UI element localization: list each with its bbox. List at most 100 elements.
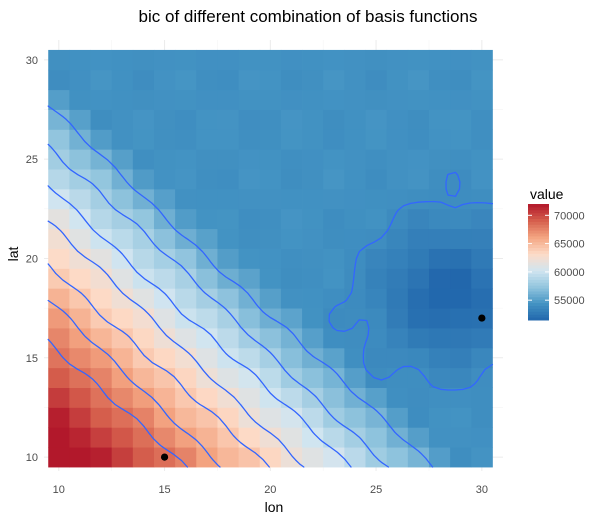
heatmap-tile — [196, 407, 218, 428]
heatmap-tile — [302, 89, 324, 110]
y-axis-title: lat — [5, 247, 21, 262]
heatmap-tile — [217, 328, 239, 349]
heatmap-tile — [69, 328, 91, 349]
heatmap-tile — [428, 149, 451, 170]
y-tick-label: 30 — [26, 55, 38, 67]
heatmap-tile — [280, 268, 303, 289]
heatmap-tile — [196, 169, 218, 190]
heatmap-tile — [48, 109, 70, 130]
heatmap-tile — [111, 447, 134, 468]
heatmap-tile — [428, 347, 451, 369]
heatmap-tile — [471, 188, 493, 210]
heatmap-tile — [196, 308, 218, 329]
legend-color-step — [528, 244, 549, 248]
heatmap-tile — [196, 228, 218, 249]
heatmap-tile — [90, 288, 113, 309]
heatmap-tile — [238, 387, 261, 408]
heatmap-tile — [111, 347, 134, 369]
heatmap-tile — [323, 129, 345, 150]
heatmap-tile — [217, 288, 239, 309]
heatmap-tile — [259, 248, 282, 269]
heatmap-tile — [175, 109, 197, 130]
heatmap-tile — [344, 407, 366, 428]
heatmap-tile — [323, 49, 345, 71]
heatmap-tile — [450, 208, 472, 230]
legend-label: 70000 — [554, 210, 585, 222]
heatmap-tile — [302, 387, 324, 408]
heatmap-tile — [217, 109, 239, 130]
heatmap-tile — [217, 49, 239, 71]
heatmap-tile — [259, 109, 282, 130]
heatmap-tile — [238, 447, 261, 468]
heatmap-tile — [48, 407, 70, 428]
heatmap-tile — [69, 427, 91, 448]
heatmap-tile — [323, 89, 345, 110]
heatmap-tile — [323, 427, 345, 448]
heatmap-tile — [323, 228, 345, 249]
heatmap-tile — [450, 347, 472, 369]
heatmap-tile — [48, 447, 70, 468]
heatmap-tile — [386, 407, 409, 428]
heatmap-tile — [302, 208, 324, 230]
legend-color-step — [528, 259, 549, 263]
legend-color-step — [528, 288, 549, 292]
heatmap-tile — [153, 347, 176, 369]
heatmap-tile — [323, 208, 345, 230]
heatmap-tile — [217, 347, 239, 369]
heatmap-tile — [217, 447, 239, 468]
heatmap-tile — [90, 69, 113, 91]
heatmap-tile — [111, 188, 134, 210]
heatmap-tile — [111, 208, 134, 230]
heatmap-tile — [365, 89, 388, 110]
legend-color-step — [528, 308, 549, 312]
heatmap-tile — [365, 407, 388, 428]
heatmap-tile — [196, 328, 218, 349]
legend-color-step — [528, 311, 549, 315]
heatmap-tile — [153, 188, 176, 210]
heatmap-tile — [302, 268, 324, 289]
heatmap-tile — [175, 149, 197, 170]
heatmap-tile — [365, 308, 388, 329]
x-axis-title: lon — [265, 499, 284, 515]
legend-color-step — [528, 227, 549, 231]
heatmap-tile — [90, 367, 113, 388]
heatmap-tile — [259, 328, 282, 349]
heatmap-tile — [450, 328, 472, 349]
heatmap-tile — [132, 208, 155, 230]
heatmap-tile — [344, 69, 366, 91]
x-tick-label: 15 — [158, 484, 170, 496]
heatmap-tile — [386, 49, 409, 71]
legend-color-step — [528, 238, 549, 243]
heatmap-tile — [302, 347, 324, 369]
heatmap-tile — [259, 149, 282, 170]
heatmap-tile — [365, 347, 388, 369]
heatmap-tile — [132, 308, 155, 329]
heatmap-tile — [428, 228, 451, 249]
heatmap-tile — [90, 49, 113, 71]
heatmap-tile — [69, 208, 91, 230]
heatmap-tile — [175, 427, 197, 448]
heatmap-tile — [217, 208, 239, 230]
legend-color-step — [528, 302, 549, 306]
legend-color-step — [528, 264, 549, 269]
heatmap-tile — [90, 109, 113, 130]
heatmap-tile — [407, 427, 430, 448]
heatmap-tile — [175, 89, 197, 110]
heatmap-tile — [450, 248, 472, 269]
heatmap-tile — [238, 169, 261, 190]
heatmap-tile — [153, 49, 176, 71]
heatmap-tile — [344, 208, 366, 230]
heatmap-tile — [196, 387, 218, 408]
heatmap-tile — [280, 447, 303, 468]
heatmap-tile — [90, 268, 113, 289]
y-tick-label: 20 — [26, 253, 38, 265]
heatmap-tile — [344, 89, 366, 110]
legend-color-step — [528, 212, 549, 217]
heatmap-tile — [217, 308, 239, 329]
heatmap-tile — [407, 347, 430, 369]
heatmap-tile — [175, 188, 197, 210]
heatmap-tile — [238, 89, 261, 110]
heatmap-tile — [217, 367, 239, 388]
heatmap — [48, 49, 493, 468]
heatmap-tile — [111, 149, 134, 170]
